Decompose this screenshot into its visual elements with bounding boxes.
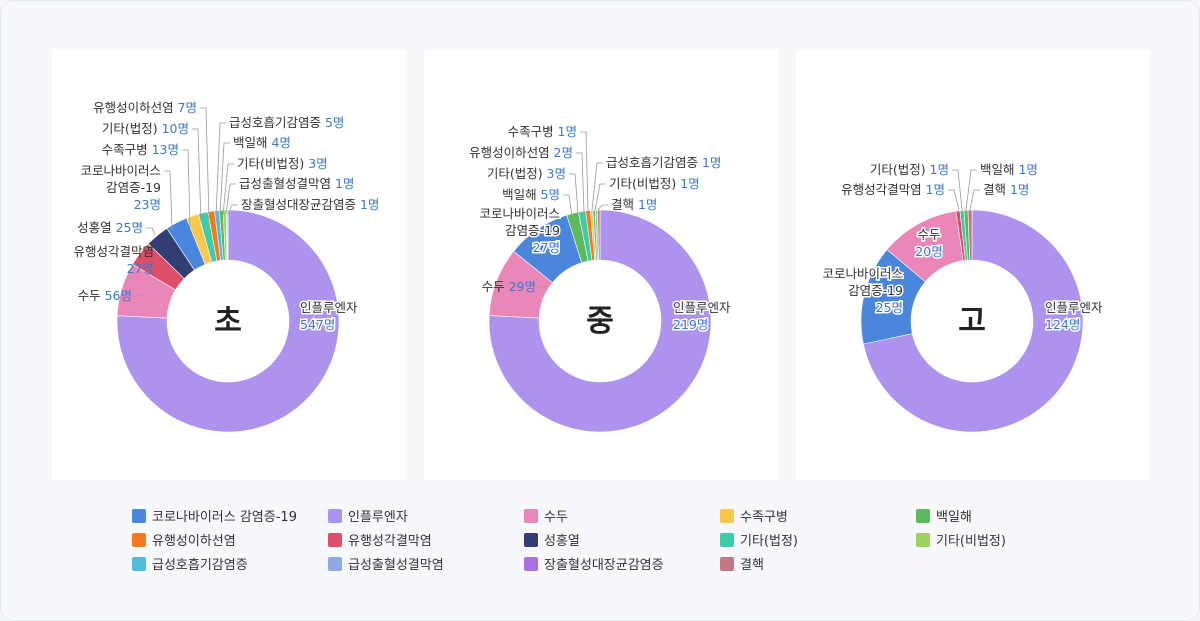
leader-line-코로나바이러스-감염증-19 [164, 170, 173, 231]
leader-line-결핵 [969, 189, 980, 211]
leader-line-백일해 [219, 142, 230, 216]
slice-label-유행성각결막염: 유행성각결막염 [73, 244, 154, 259]
slice-결핵[interactable] [967, 209, 973, 261]
leader-line-기타-법정 [192, 128, 202, 223]
slice-label-코로나바이러스-감염증-19: 코로나바이러스 [479, 206, 560, 221]
slice-label-코로나바이러스-감염증-19: 감염증-19 [848, 283, 903, 298]
slice-label-인플루엔자: 인플루엔자 [1045, 300, 1103, 315]
slice-label-인플루엔자: 인플루엔자 [673, 300, 731, 315]
slice-label-유행성이하선염: 유행성이하선염 7명 [93, 100, 197, 115]
slice-label-기타-법정: 기타(법정) 1명 [870, 162, 949, 177]
slice-label-기타-법정: 기타(법정) 3명 [487, 166, 566, 181]
slice-인플루엔자[interactable] [488, 209, 712, 433]
slice-label-수족구병: 수족구병 13명 [102, 142, 179, 157]
slice-label-인플루엔자: 219명 [673, 317, 708, 332]
leader-line-기타-법정 [569, 173, 579, 214]
leader-line-기타-비법정 [594, 183, 606, 211]
leader-line-성홍열 [146, 227, 156, 236]
slice-label-기타-법정: 기타(법정) 10명 [102, 121, 189, 136]
slice-label-코로나바이러스-감염증-19: 27명 [533, 240, 560, 255]
slice-label-유행성이하선염: 유행성이하선염 2명 [469, 145, 573, 160]
leader-line-유행성각결막염 [948, 189, 960, 211]
leader-line-백일해 [965, 169, 977, 211]
slice-label-수두: 수두 29명 [482, 279, 536, 294]
slice-label-수족구병: 수족구병 1명 [508, 124, 577, 139]
center-label-middle: 중 [586, 304, 614, 339]
slice-label-백일해: 백일해 1명 [980, 162, 1038, 177]
leader-line-급성호흡기감염증 [591, 162, 603, 211]
slice-label-유행성각결막염: 27명 [127, 261, 154, 276]
slice-label-코로나바이러스-감염증-19: 감염증-19 [505, 223, 560, 238]
leader-line-수족구병 [182, 149, 191, 228]
leader-line-수족구병 [580, 131, 589, 212]
slice-label-코로나바이러스-감염증-19: 23명 [134, 197, 161, 212]
center-label-high: 고 [958, 304, 986, 339]
slice-label-유행성각결막염: 유행성각결막염 1명 [841, 182, 945, 197]
slice-label-기타-비법정: 기타(비법정) 3명 [237, 156, 328, 171]
slice-label-코로나바이러스-감염증-19: 25명 [876, 300, 903, 315]
leader-line-기타-법정 [952, 169, 963, 211]
slice-인플루엔자[interactable] [863, 209, 1084, 433]
slice-label-코로나바이러스-감염증-19: 코로나바이러스 [80, 163, 161, 178]
slice-label-결핵: 결핵 1명 [611, 197, 657, 212]
slice-label-성홍열: 성홍열 25명 [77, 220, 143, 235]
slice-label-급성호흡기감염증: 급성호흡기감염증 1명 [606, 155, 721, 170]
leader-line-백일해 [563, 194, 573, 217]
slice-label-백일해: 백일해 4명 [233, 135, 291, 150]
leader-line-기타-비법정 [222, 163, 234, 216]
leader-line-유행성이하선염 [200, 107, 210, 219]
slice-label-수두: 수두 [917, 227, 940, 242]
slice-label-코로나바이러스-감염증-19: 감염증-19 [106, 180, 161, 195]
slice-label-인플루엔자: 124명 [1045, 317, 1080, 332]
leader-line-장출혈성대장균감염증 [227, 204, 238, 215]
slice-label-인플루엔자: 인플루엔자 [300, 300, 358, 315]
slice-label-기타-비법정: 기타(비법정) 1명 [609, 176, 700, 191]
slice-label-백일해: 백일해 5명 [502, 187, 560, 202]
leader-line-결핵 [597, 204, 608, 211]
slice-label-코로나바이러스-감염증-19: 코로나바이러스 [822, 266, 903, 281]
center-label-elementary: 초 [214, 304, 242, 339]
slice-label-수두: 수두 56명 [78, 288, 132, 303]
slice-label-급성호흡기감염증: 급성호흡기감염증 5명 [229, 115, 344, 130]
slice-label-결핵: 결핵 1명 [983, 182, 1029, 197]
leader-line-급성출혈성결막염 [225, 183, 236, 215]
slice-label-수두: 20명 [915, 244, 942, 259]
leader-line-유행성이하선염 [576, 152, 585, 213]
leader-line-급성호흡기감염증 [215, 122, 226, 217]
slice-인플루엔자[interactable] [116, 209, 340, 433]
slice-label-장출혈성대장균감염증: 장출혈성대장균감염증 1명 [241, 197, 379, 212]
slice-label-급성출혈성결막염: 급성출혈성결막염 1명 [239, 176, 354, 191]
donut-chart-svg: 인플루엔자 547명 수두 56명 유행성각결막염 27명 성홍열 25명 코로나바이러스감… [73, 100, 379, 433]
slice-장출혈성대장균감염증[interactable] [226, 209, 229, 261]
slice-label-인플루엔자: 547명 [300, 317, 335, 332]
